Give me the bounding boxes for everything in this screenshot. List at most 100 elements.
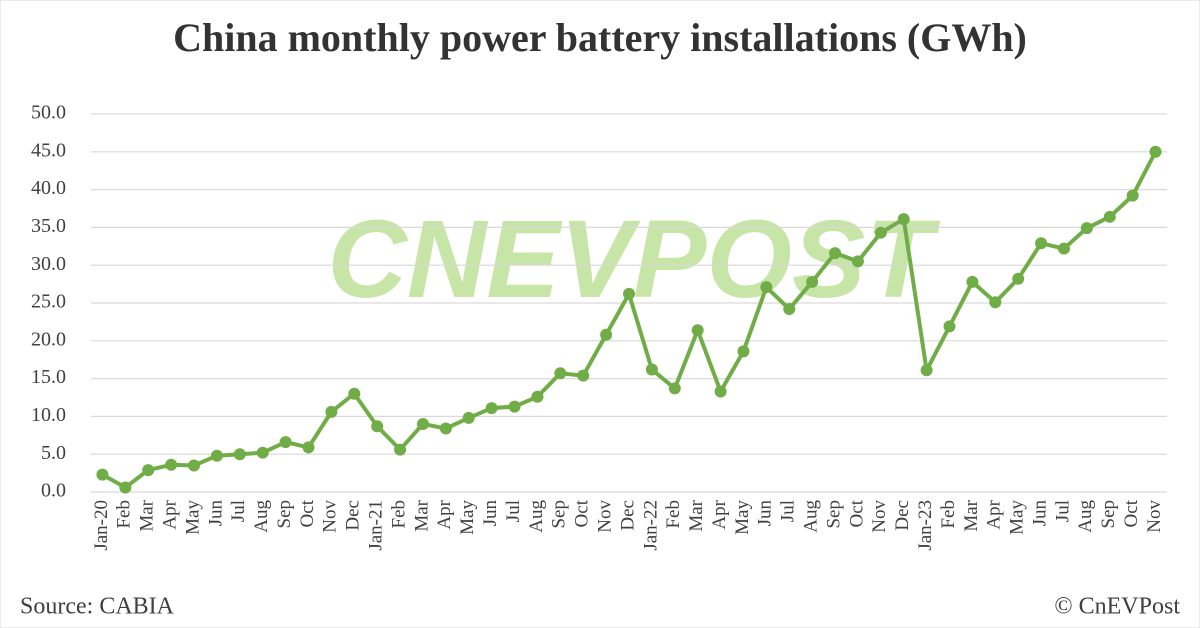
x-tick-label: Jan-23 bbox=[915, 500, 936, 551]
x-tick-label: Nov bbox=[869, 500, 890, 533]
x-tick-label: Apr bbox=[984, 499, 1005, 529]
point bbox=[1149, 145, 1162, 158]
x-tick-label: Feb bbox=[114, 500, 135, 529]
x-tick-label: Nov bbox=[1144, 500, 1165, 533]
x-tick-label: Mar bbox=[411, 499, 432, 531]
point bbox=[394, 443, 407, 456]
point bbox=[348, 387, 361, 400]
x-tick-label: May bbox=[732, 500, 753, 535]
x-tick-label: Jun bbox=[1029, 500, 1050, 527]
x-tick-label: Aug bbox=[801, 500, 822, 533]
point bbox=[851, 255, 864, 268]
point bbox=[897, 213, 910, 226]
x-tick-label: Mar bbox=[961, 499, 982, 531]
x-tick-label: Sep bbox=[549, 500, 570, 529]
x-tick-label: Dec bbox=[617, 500, 638, 531]
chart-title: China monthly power battery installation… bbox=[173, 15, 1027, 60]
x-tick-label: Apr bbox=[709, 499, 730, 529]
point bbox=[485, 402, 498, 415]
x-tick-label: Oct bbox=[297, 499, 318, 527]
y-tick-label: 30.0 bbox=[31, 253, 66, 275]
x-tick-label: Jun bbox=[755, 500, 776, 527]
point bbox=[623, 287, 635, 300]
point bbox=[325, 405, 338, 418]
point bbox=[1126, 189, 1139, 202]
x-tick-label: Jun bbox=[480, 500, 501, 527]
x-tick-label: Oct bbox=[572, 499, 593, 527]
y-tick-label: 10.0 bbox=[31, 404, 66, 426]
x-tick-label: Jan-20 bbox=[91, 500, 112, 551]
x-tick-label: Dec bbox=[892, 500, 913, 531]
credit: © CnEVPost bbox=[1054, 594, 1180, 620]
point bbox=[737, 345, 750, 358]
point bbox=[439, 422, 452, 435]
y-tick-label: 0.0 bbox=[41, 480, 66, 502]
x-tick-label: Aug bbox=[526, 500, 547, 533]
point bbox=[508, 400, 521, 413]
point bbox=[943, 320, 956, 333]
point bbox=[691, 324, 704, 337]
point bbox=[233, 448, 246, 461]
point bbox=[783, 303, 796, 316]
point bbox=[416, 417, 429, 430]
point bbox=[96, 468, 109, 481]
point bbox=[806, 275, 819, 288]
y-tick-label: 35.0 bbox=[31, 215, 66, 237]
x-tick-label: Jul bbox=[1052, 500, 1073, 522]
x-tick-label: May bbox=[457, 500, 478, 535]
point bbox=[256, 446, 269, 459]
point bbox=[1057, 242, 1070, 255]
point bbox=[119, 481, 132, 494]
x-tick-label: Jun bbox=[205, 500, 226, 527]
x-tick-label: Aug bbox=[251, 500, 272, 533]
y-tick-label: 45.0 bbox=[31, 139, 66, 161]
x-tick-label: Apr bbox=[159, 499, 180, 529]
x-tick-label: Feb bbox=[938, 500, 959, 529]
point bbox=[188, 459, 201, 472]
x-tick-label: Aug bbox=[1075, 500, 1096, 533]
x-tick-label: Jul bbox=[503, 500, 524, 522]
point bbox=[989, 296, 1002, 309]
x-tick-label: Apr bbox=[434, 499, 455, 529]
x-tick-label: Jul bbox=[228, 500, 249, 522]
y-tick-label: 20.0 bbox=[31, 328, 66, 350]
y-tick-label: 5.0 bbox=[41, 442, 66, 464]
x-tick-label: Oct bbox=[1121, 499, 1142, 527]
point bbox=[531, 390, 544, 403]
x-tick-label: Jul bbox=[778, 500, 799, 522]
x-tick-label: May bbox=[182, 500, 203, 535]
x-tick-label: Mar bbox=[137, 499, 158, 531]
x-tick-label: Dec bbox=[343, 500, 364, 531]
x-tick-label: May bbox=[1007, 500, 1028, 535]
x-tick-label: Oct bbox=[846, 499, 867, 527]
x-tick-label: Sep bbox=[274, 500, 295, 529]
point bbox=[1035, 237, 1048, 250]
x-tick-label: Feb bbox=[663, 500, 684, 529]
point bbox=[554, 367, 567, 380]
point bbox=[874, 226, 887, 239]
x-tick-label: Sep bbox=[823, 500, 844, 529]
watermark: CNEVPOST bbox=[327, 198, 940, 321]
point bbox=[829, 247, 842, 260]
point bbox=[1012, 272, 1025, 285]
x-tick-label: Jan-22 bbox=[640, 500, 661, 551]
y-tick-label: 50.0 bbox=[31, 102, 66, 124]
point bbox=[1103, 210, 1116, 223]
x-tick-label: Mar bbox=[686, 499, 707, 531]
x-tick-label: Nov bbox=[594, 500, 615, 533]
y-tick-label: 15.0 bbox=[31, 366, 66, 388]
point bbox=[279, 436, 292, 449]
point bbox=[645, 363, 658, 376]
point bbox=[165, 458, 178, 471]
y-tick-label: 25.0 bbox=[31, 291, 66, 313]
x-tick-label: Nov bbox=[320, 500, 341, 533]
point bbox=[142, 464, 155, 477]
point bbox=[302, 441, 315, 454]
point bbox=[577, 369, 590, 382]
point bbox=[966, 275, 979, 288]
x-tick-label: Sep bbox=[1098, 500, 1119, 529]
x-tick-label: Feb bbox=[388, 500, 409, 529]
point bbox=[668, 382, 681, 395]
